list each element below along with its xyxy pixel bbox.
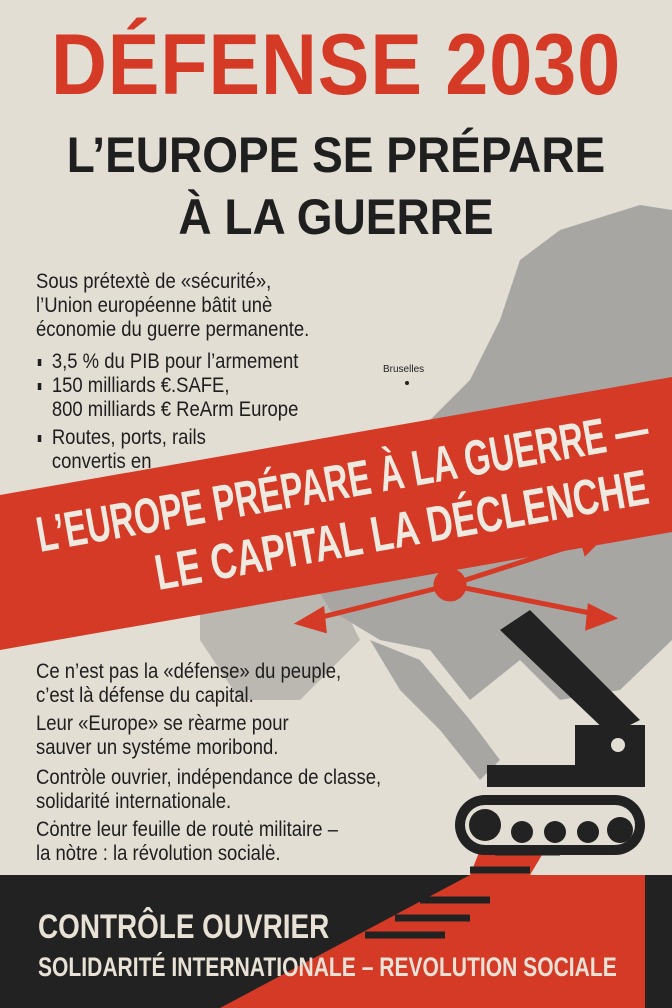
paragraph-line: la nòtre : la révolution socialė.	[36, 842, 281, 865]
intro-text: Sous prétextè de «sécurité», l’Union eur…	[36, 270, 309, 342]
bullet-text: 800 milliards € ReArm Europe	[51, 398, 299, 421]
footer-line-1: CONTRÔLE OUVRIER	[38, 908, 330, 946]
intro-line: économie du guerre permanente.	[36, 318, 310, 341]
brussels-marker-icon	[405, 381, 409, 385]
paragraph-line: c’est là défense du capital.	[36, 684, 254, 707]
intro-line: Sous prétextè de «sécurité»,	[36, 270, 272, 293]
bullet-list: 3,5 % du PIB pour l’armement 150 milliar…	[36, 350, 298, 474]
bullet-item: 150 milliards €.SAFE, 800 milliards € ReA…	[36, 374, 298, 422]
paragraph-2: Leur «Europe» se rèarme pour sauver un s…	[36, 712, 289, 760]
paragraph-line: Ce n’est pas la «défense» du peuple,	[36, 660, 342, 683]
map-label-brussels: Bruselles	[383, 364, 424, 375]
diagonal-banner	[0, 377, 672, 650]
bullet-text: convertis en	[51, 450, 152, 473]
bullet-text: Routes, ports, rails	[51, 426, 206, 449]
tank-icon	[455, 610, 645, 855]
paragraph-line: Contròle ouvrier, indépendance de classe…	[36, 766, 382, 789]
paragraph-1: Ce n’est pas la «défense» du peuple, c’e…	[36, 660, 341, 708]
bullet-text: 3,5 % du PIB pour l’armement	[51, 350, 299, 373]
arrows-icon	[293, 528, 619, 634]
paragraph-line: sauver un systéme moribond.	[36, 736, 279, 759]
intro-line: l’Union européenne bâtit unè	[36, 294, 273, 317]
paragraph-line: Cȯntre leur feuille de routė militaire –	[36, 818, 338, 841]
bullet-item: 3,5 % du PIB pour l’armement	[36, 350, 298, 374]
paragraph-line: solidarité internationale.	[36, 790, 232, 813]
bullet-text: 150 milliards €.SAFE,	[51, 374, 230, 397]
subtitle-line-1: L’EUROPE SE PRÉPARE	[66, 127, 606, 183]
paragraph-line: Leur «Europe» se rèarme pour	[36, 712, 289, 735]
subtitle-line-2: À LA GUERRE	[178, 189, 494, 245]
paragraph-3: Contròle ouvrier, indépendance de classe…	[36, 766, 381, 814]
poster-title: DÉFENSE 2030	[50, 17, 622, 113]
bullet-item: Routes, ports, rails convertis en	[36, 426, 298, 474]
footer-line-2: SOLIDARITÉ INTERNATIONALE – REVOLUTION S…	[38, 952, 617, 982]
paragraph-4: Cȯntre leur feuille de routė militaire –…	[36, 818, 338, 866]
